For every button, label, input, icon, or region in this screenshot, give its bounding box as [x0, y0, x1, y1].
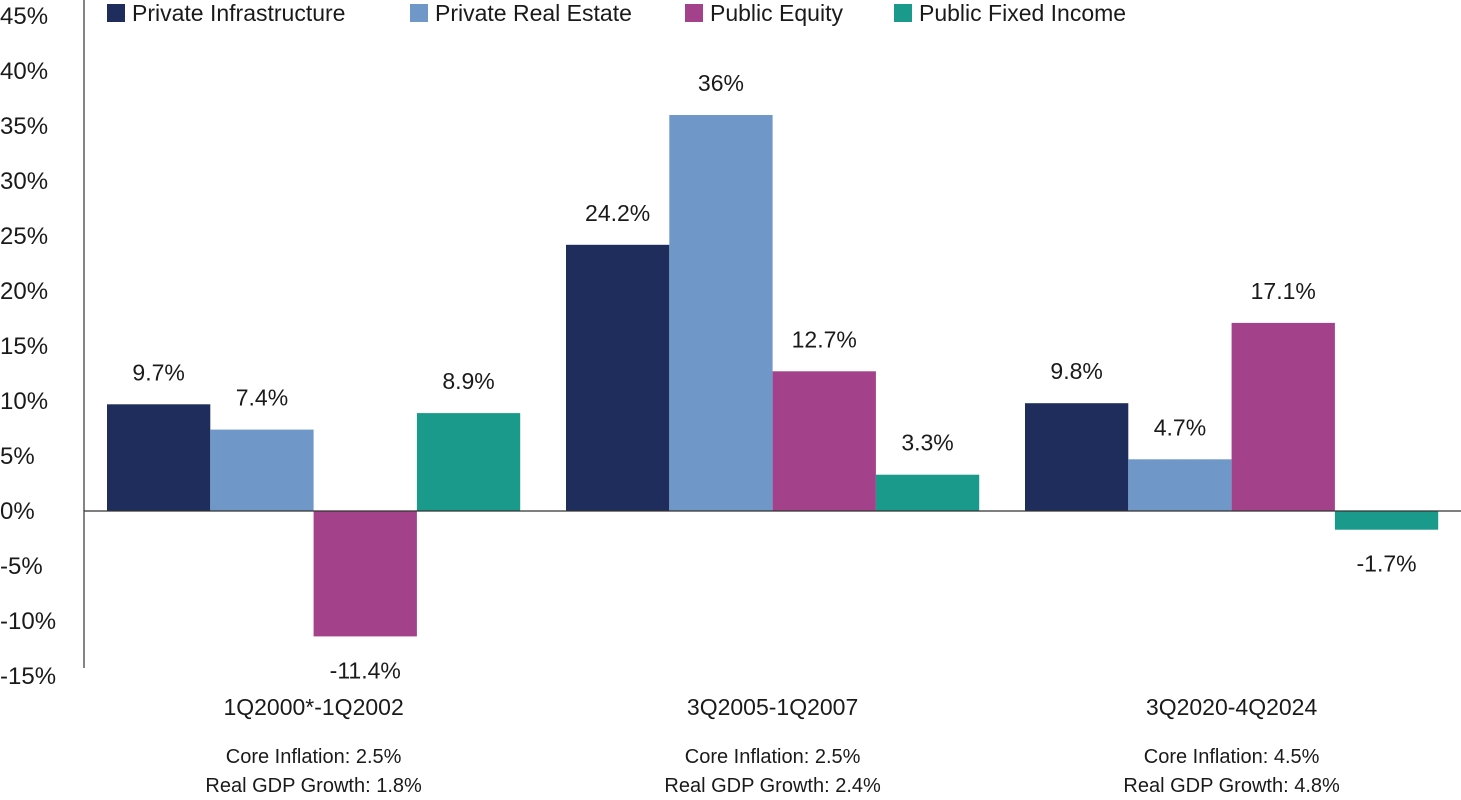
data-label: 9.7%	[132, 359, 184, 385]
category-note: Real GDP Growth: 4.8%	[1123, 775, 1340, 797]
category-note: Real GDP Growth: 2.4%	[664, 775, 881, 797]
legend-label: Public Equity	[710, 0, 843, 26]
data-label: 8.9%	[442, 368, 494, 394]
y-tick-label: -5%	[0, 553, 43, 580]
category-label: 1Q2000*-1Q2002	[223, 694, 403, 720]
legend-swatch	[685, 4, 703, 22]
bar	[107, 404, 211, 511]
legend-label: Private Real Estate	[435, 0, 632, 26]
category-label: 3Q2020-4Q2024	[1146, 694, 1318, 720]
category-note: Real GDP Growth: 1.8%	[205, 775, 422, 797]
data-label: 36%	[698, 70, 744, 96]
y-tick-label: 5%	[0, 443, 35, 470]
y-tick-label: 15%	[0, 333, 48, 360]
legend-label: Private Infrastructure	[132, 0, 345, 26]
category-note: Core Inflation: 4.5%	[1144, 746, 1320, 768]
bar	[772, 371, 876, 511]
bar	[1334, 511, 1439, 530]
y-tick-label: 35%	[0, 113, 48, 140]
y-tick-label: 25%	[0, 223, 48, 250]
bar	[416, 413, 521, 511]
legend-swatch	[894, 4, 912, 22]
bar	[313, 511, 417, 637]
legend-swatch	[107, 4, 125, 22]
data-label: 17.1%	[1251, 278, 1316, 304]
y-tick-label: 20%	[0, 278, 48, 305]
data-label: 7.4%	[236, 385, 288, 411]
y-tick-label: 40%	[0, 58, 48, 85]
bar	[566, 244, 670, 512]
data-label: 3.3%	[901, 430, 953, 456]
bar	[1128, 459, 1232, 511]
legend-label: Public Fixed Income	[919, 0, 1126, 26]
legend-swatch	[410, 4, 428, 22]
y-tick-label: 10%	[0, 388, 48, 415]
category-note: Core Inflation: 2.5%	[226, 746, 402, 768]
data-label: 9.8%	[1050, 358, 1102, 384]
category-label: 3Q2005-1Q2007	[687, 694, 858, 720]
y-tick-label: 30%	[0, 168, 48, 195]
data-label: 4.7%	[1154, 414, 1206, 440]
y-tick-label: 45%	[0, 3, 48, 30]
data-label: -1.7%	[1357, 551, 1417, 577]
bar	[1231, 322, 1335, 511]
bar	[669, 115, 773, 511]
data-label: -11.4%	[330, 657, 401, 683]
y-tick-label: -15%	[0, 663, 56, 690]
bar	[875, 474, 980, 511]
data-label: 24.2%	[585, 200, 650, 226]
data-label: 12.7%	[792, 326, 857, 352]
category-note: Core Inflation: 2.5%	[685, 746, 861, 768]
bar	[1025, 403, 1129, 511]
y-tick-label: -10%	[0, 608, 56, 635]
bar	[210, 429, 314, 511]
y-tick-label: 0%	[0, 498, 35, 525]
